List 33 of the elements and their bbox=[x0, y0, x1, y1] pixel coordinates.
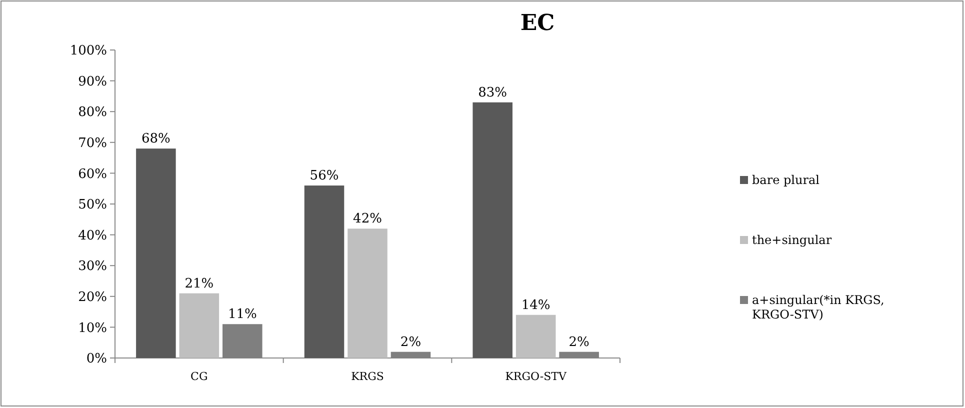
x-tick-label: CG bbox=[190, 370, 208, 383]
legend-label: the+singular bbox=[752, 233, 832, 248]
y-tick-label: 80% bbox=[78, 105, 107, 120]
chart-title: EC bbox=[520, 10, 555, 36]
x-tick-label: KRGS bbox=[351, 370, 384, 383]
data-label: 14% bbox=[521, 298, 550, 313]
bar bbox=[179, 293, 220, 358]
y-tick-label: 30% bbox=[78, 259, 107, 274]
data-label: 2% bbox=[400, 334, 422, 350]
data-label: 42% bbox=[353, 212, 382, 227]
bar bbox=[516, 314, 556, 358]
legend-label: a+singular(*in KRGS, KRGO-STV) bbox=[752, 293, 884, 322]
data-label: 21% bbox=[184, 276, 214, 292]
y-tick-label: 70% bbox=[78, 136, 107, 151]
y-tick-label: 90% bbox=[78, 74, 107, 90]
x-tick-label: KRGO-STV bbox=[505, 370, 568, 383]
data-label: 83% bbox=[478, 85, 508, 100]
bar bbox=[304, 186, 344, 358]
data-label: 68% bbox=[141, 132, 170, 147]
legend-label: bare plural bbox=[752, 173, 820, 188]
y-tick-label: 40% bbox=[78, 228, 107, 244]
y-tick-label: 0% bbox=[86, 352, 107, 367]
data-label: 2% bbox=[568, 334, 590, 350]
bar bbox=[136, 148, 176, 358]
y-tick-label: 20% bbox=[78, 290, 107, 305]
data-label: 11% bbox=[228, 307, 257, 322]
y-tick-label: 10% bbox=[78, 320, 107, 336]
y-tick-label: 60% bbox=[78, 166, 107, 182]
y-tick-label: 100% bbox=[70, 44, 107, 59]
data-label: 56% bbox=[310, 168, 339, 184]
y-tick-label: 50% bbox=[78, 198, 107, 213]
bar bbox=[472, 102, 512, 358]
bar bbox=[348, 228, 388, 358]
